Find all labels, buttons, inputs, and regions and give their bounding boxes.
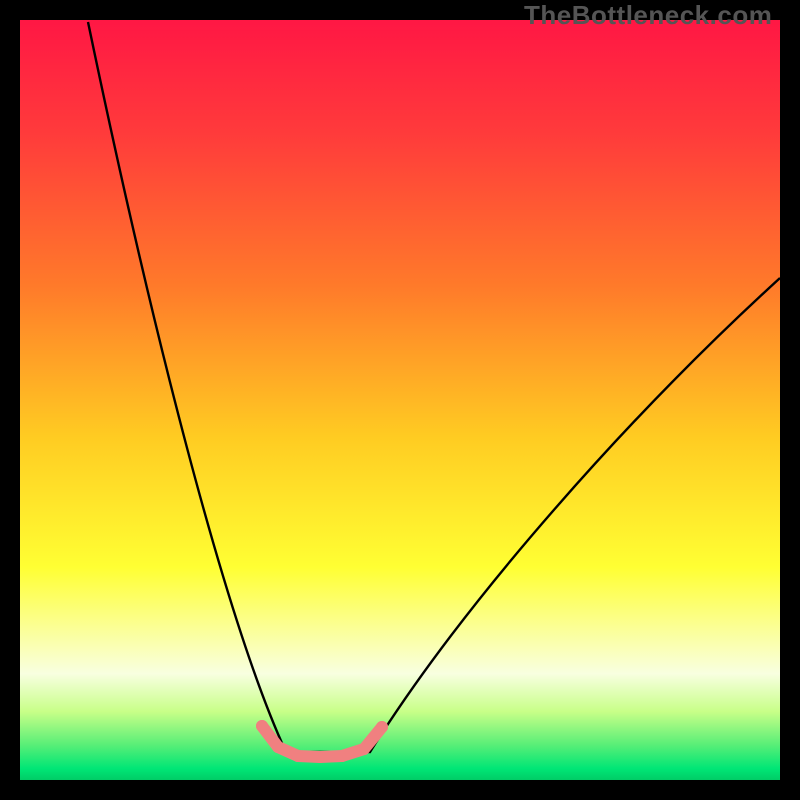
- notch-marker-dot: [292, 750, 304, 762]
- frame-border-bottom: [0, 780, 800, 800]
- notch-marker-dot: [272, 741, 284, 753]
- frame-border-left: [0, 0, 20, 800]
- notch-marker-dot: [314, 751, 326, 763]
- notch-marker-dot: [336, 750, 348, 762]
- notch-marker-dot: [256, 720, 268, 732]
- watermark-text: TheBottleneck.com: [524, 0, 772, 31]
- frame-border-right: [780, 0, 800, 800]
- notch-marker-dot: [376, 721, 388, 733]
- notch-marker-dot: [358, 743, 370, 755]
